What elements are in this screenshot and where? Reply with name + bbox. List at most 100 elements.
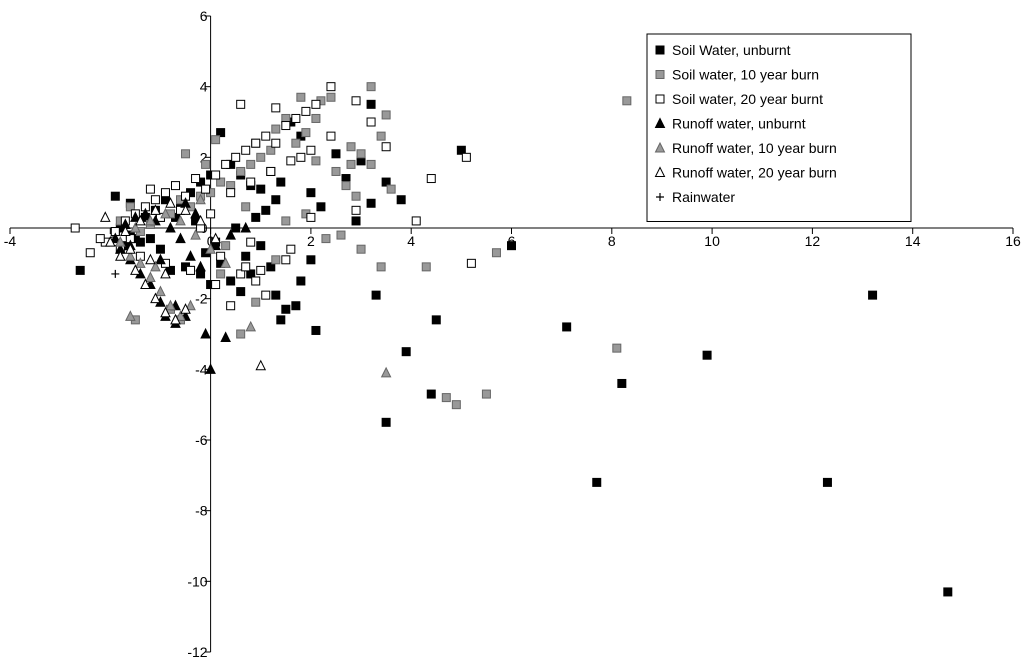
y-tick-label: -10 (187, 573, 207, 589)
data-point (381, 177, 391, 187)
data-point (155, 244, 165, 254)
data-point (160, 207, 171, 219)
data-point (381, 417, 391, 427)
data-point (104, 236, 116, 247)
data-point (351, 191, 361, 201)
data-point (366, 99, 376, 109)
data-point (396, 195, 406, 205)
y-tick-label: -4 (195, 361, 208, 377)
data-point (316, 202, 326, 212)
data-point (306, 255, 316, 265)
data-point (220, 331, 231, 343)
legend-label: Rainwater (672, 189, 735, 205)
legend-marker (654, 141, 666, 153)
data-point (85, 248, 95, 258)
legend-label: Runoff water, 20 year burn (672, 165, 837, 181)
data-point (246, 159, 256, 169)
data-point (165, 299, 176, 311)
data-point (321, 234, 331, 244)
legend-item: Rainwater (656, 189, 735, 205)
data-point (481, 389, 491, 399)
data-point (140, 278, 151, 290)
data-point (306, 188, 316, 198)
data-point (155, 253, 166, 265)
data-point (326, 131, 336, 141)
data-point (346, 142, 356, 152)
legend-marker (655, 70, 665, 79)
data-point (236, 269, 246, 279)
data-point (592, 477, 602, 487)
data-point (120, 225, 131, 237)
data-point (221, 241, 231, 251)
data-point (491, 248, 501, 258)
data-point (125, 202, 135, 212)
data-point (266, 166, 276, 176)
data-point (200, 327, 211, 339)
data-point (271, 124, 281, 134)
data-point (291, 113, 301, 123)
legend-item: Soil Water, unburnt (655, 42, 791, 58)
data-point (206, 209, 216, 219)
data-point (617, 378, 627, 388)
data-point (256, 184, 266, 194)
data-point (246, 269, 256, 279)
data-point (351, 205, 361, 215)
data-point (170, 181, 180, 191)
data-point (236, 99, 246, 109)
data-point (195, 214, 206, 226)
data-point (311, 113, 321, 123)
data-point (185, 250, 196, 261)
legend-label: Soil water, 20 year burnt (672, 91, 823, 107)
data-point (216, 128, 226, 138)
data-point (366, 82, 376, 92)
data-point (241, 202, 251, 212)
legend-label: Runoff water, unburnt (672, 116, 806, 132)
data-point (351, 216, 361, 226)
data-point (271, 290, 281, 300)
data-point (301, 106, 311, 116)
data-point (75, 265, 85, 275)
data-point (140, 207, 151, 219)
data-point (216, 251, 226, 261)
data-points (70, 82, 953, 597)
data-point (180, 204, 191, 215)
data-point (130, 264, 141, 275)
data-point (210, 239, 221, 251)
data-point (281, 304, 291, 314)
y-tick-label: -8 (195, 503, 208, 519)
data-point (135, 214, 146, 226)
legend-item: Soil water, 20 year burnt (655, 91, 823, 107)
data-point (125, 243, 136, 254)
series-soil-water-10-year-burn (115, 82, 632, 410)
data-point (170, 313, 181, 325)
x-axis-ticks: -4-20246810121416 (4, 228, 1021, 249)
legend-item: Runoff water, 10 year burn (654, 140, 837, 156)
x-tick-label: 2 (307, 233, 315, 249)
data-point (351, 96, 361, 106)
data-point (226, 188, 236, 198)
data-point (226, 276, 236, 286)
data-point (241, 262, 251, 272)
data-point (286, 156, 296, 166)
data-point (381, 110, 391, 120)
data-point (401, 347, 411, 357)
data-point (281, 121, 291, 131)
y-tick-label: -2 (195, 291, 208, 307)
data-point (231, 223, 241, 233)
series-rainwater (111, 269, 120, 278)
data-point (291, 138, 301, 148)
data-point (150, 204, 161, 215)
data-point (216, 269, 226, 279)
data-point (276, 315, 286, 325)
data-point (160, 306, 171, 318)
data-point (130, 211, 141, 222)
data-point (366, 198, 376, 208)
data-point (326, 92, 336, 102)
data-point (296, 152, 306, 162)
data-point (251, 138, 261, 148)
data-point (281, 255, 291, 265)
data-point (211, 135, 221, 145)
data-point (236, 329, 246, 339)
data-point (266, 262, 276, 272)
data-point (70, 223, 80, 233)
